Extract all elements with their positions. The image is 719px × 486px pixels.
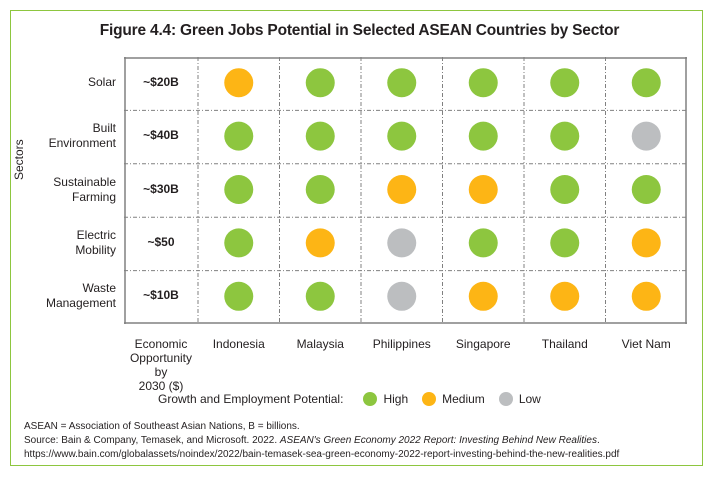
country-label: Viet Nam <box>621 337 671 351</box>
rating-dot-high <box>305 175 335 204</box>
rating-dot-high <box>631 68 661 98</box>
heatmap-grid <box>124 57 687 324</box>
economic-opportunity-value: ~$10B <box>143 288 179 303</box>
rating-dot-medium <box>631 281 661 311</box>
sector-label: Sustainable Farming <box>16 175 116 205</box>
source-title: ASEAN's Green Economy 2022 Report: Inves… <box>279 435 597 446</box>
econ-header-line: Economic <box>134 337 188 351</box>
sector-label: Electric Mobility <box>16 228 116 258</box>
rating-dot-medium <box>550 281 580 311</box>
chart-title: Figure 4.4: Green Jobs Potential in Sele… <box>99 22 620 39</box>
rating-dot-high <box>305 121 335 151</box>
sector-label-line: Electric <box>76 227 116 242</box>
rating-dot-high <box>224 121 254 151</box>
economic-opportunity-value: ~$50 <box>147 234 175 249</box>
sector-label-line: Environment <box>48 136 116 151</box>
sector-label-line: Management <box>45 296 116 311</box>
rating-dot-medium <box>468 281 498 311</box>
rating-dot-low <box>387 228 417 258</box>
source-suffix: . <box>596 435 600 446</box>
rating-dot-high <box>550 121 580 151</box>
rating-dot-high <box>468 121 498 151</box>
country-label: Indonesia <box>212 337 265 351</box>
sector-label: Solar <box>16 75 116 90</box>
sector-label-line: Farming <box>71 189 116 204</box>
econ-header-line: Opportunity by <box>129 351 193 379</box>
economic-opportunity-value: ~$40B <box>143 128 179 143</box>
rating-dot-low <box>631 121 661 151</box>
rating-dot-medium <box>224 68 254 98</box>
rating-dot-medium <box>468 175 498 204</box>
rating-dot-high <box>631 175 661 204</box>
rating-dot-high <box>224 281 254 311</box>
sector-label-line: Waste <box>82 281 116 296</box>
sector-label: Waste Management <box>16 281 116 311</box>
country-label: Thailand <box>541 337 588 351</box>
econ-header-line: 2030 ($) <box>138 379 184 393</box>
economic-opportunity-value: ~$30B <box>143 181 179 196</box>
legend-dot-high <box>363 392 378 406</box>
rating-dot-high <box>387 68 417 98</box>
rating-dot-medium <box>631 228 661 258</box>
legend-label-low: Low <box>518 392 541 406</box>
economic-opportunity-value: ~$20B <box>143 74 179 89</box>
economic-opportunity-header: Economic Opportunity by 2030 ($) <box>124 337 198 393</box>
country-label: Singapore <box>455 337 511 351</box>
source-note: Source: Bain & Company, Temasek, and Mic… <box>24 434 619 448</box>
rating-dot-high <box>305 68 335 98</box>
legend-label-high: High <box>383 392 409 406</box>
rating-dot-high <box>550 68 580 98</box>
figure-frame <box>10 10 703 466</box>
rating-dot-medium <box>387 175 417 204</box>
rating-dot-high <box>224 228 254 258</box>
figure-notes: ASEAN = Association of Southeast Asian N… <box>24 420 619 462</box>
rating-dot-low <box>387 281 417 311</box>
sector-label-line: Sustainable <box>53 174 116 189</box>
rating-dot-high <box>387 121 417 151</box>
sector-label-line: Mobility <box>75 242 116 257</box>
country-label: Philippines <box>372 337 431 351</box>
country-label: Malaysia <box>296 337 344 351</box>
heatmap-svg <box>124 57 687 324</box>
abbreviation-note: ASEAN = Association of Southeast Asian N… <box>24 421 300 432</box>
rating-dot-high <box>550 175 580 204</box>
rating-dot-high <box>468 228 498 258</box>
rating-dot-medium <box>305 228 335 258</box>
sector-label: Built Environment <box>16 121 116 151</box>
legend: Growth and Employment Potential: High Me… <box>158 392 541 406</box>
source-url[interactable]: https://www.bain.com/globalassets/noinde… <box>24 449 620 460</box>
legend-title: Growth and Employment Potential: <box>158 392 344 406</box>
rating-dot-high <box>224 175 254 204</box>
legend-dot-low <box>498 392 513 406</box>
rating-dot-high <box>305 281 335 311</box>
rating-dot-high <box>550 228 580 258</box>
source-prefix: Source: Bain & Company, Temasek, and Mic… <box>24 435 280 446</box>
sector-label-line: Solar <box>87 75 116 90</box>
legend-label-medium: Medium <box>442 392 485 406</box>
sector-label-line: Built <box>92 121 116 136</box>
rating-dot-high <box>468 68 498 98</box>
legend-dot-medium <box>422 392 437 406</box>
